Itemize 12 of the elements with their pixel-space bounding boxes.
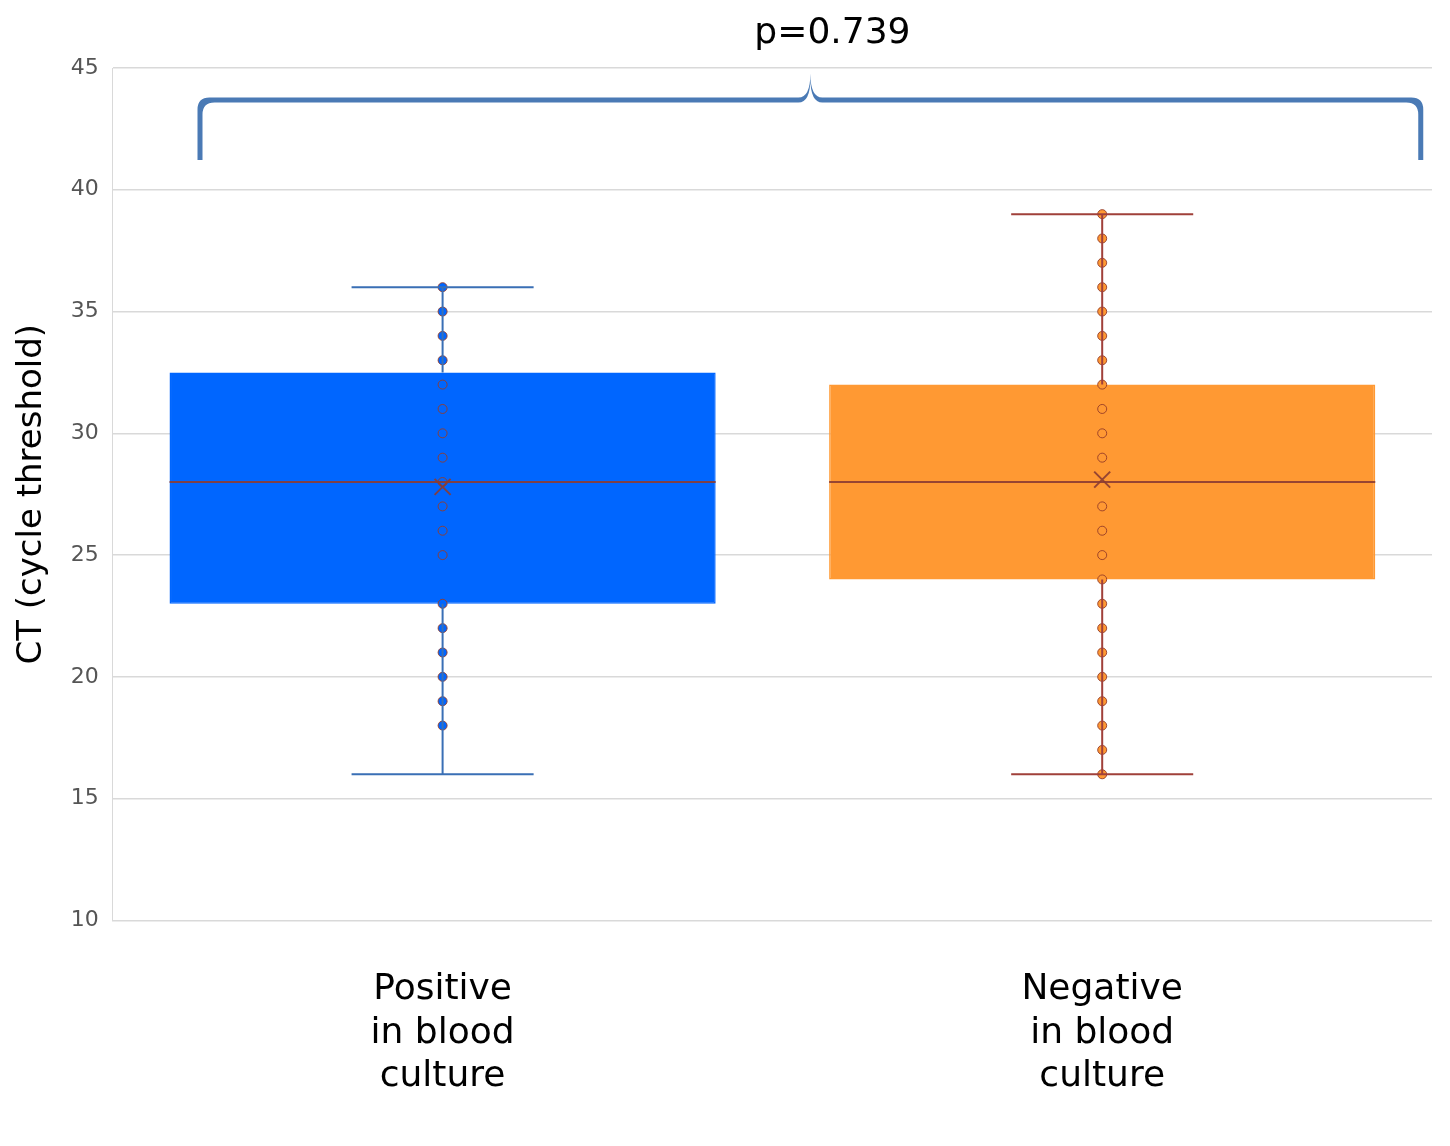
y-tick-label: 15 <box>70 784 99 810</box>
y-tick-label: 35 <box>70 297 99 323</box>
text: p=0.739 <box>754 10 911 52</box>
y-tick-label: 30 <box>70 419 99 445</box>
y-tick-label: 45 <box>70 53 99 79</box>
x-tick-label: Positive in blood culture <box>370 966 515 1094</box>
y-tick-label: 40 <box>70 175 99 201</box>
x-tick-label: Negative in blood culture <box>1021 966 1183 1094</box>
y-axis-title: CT (cycle threshold) <box>9 323 50 665</box>
y-tick-label: 20 <box>70 662 99 688</box>
y-tick-label: 25 <box>70 540 99 566</box>
y-tick-label: 10 <box>70 906 99 932</box>
